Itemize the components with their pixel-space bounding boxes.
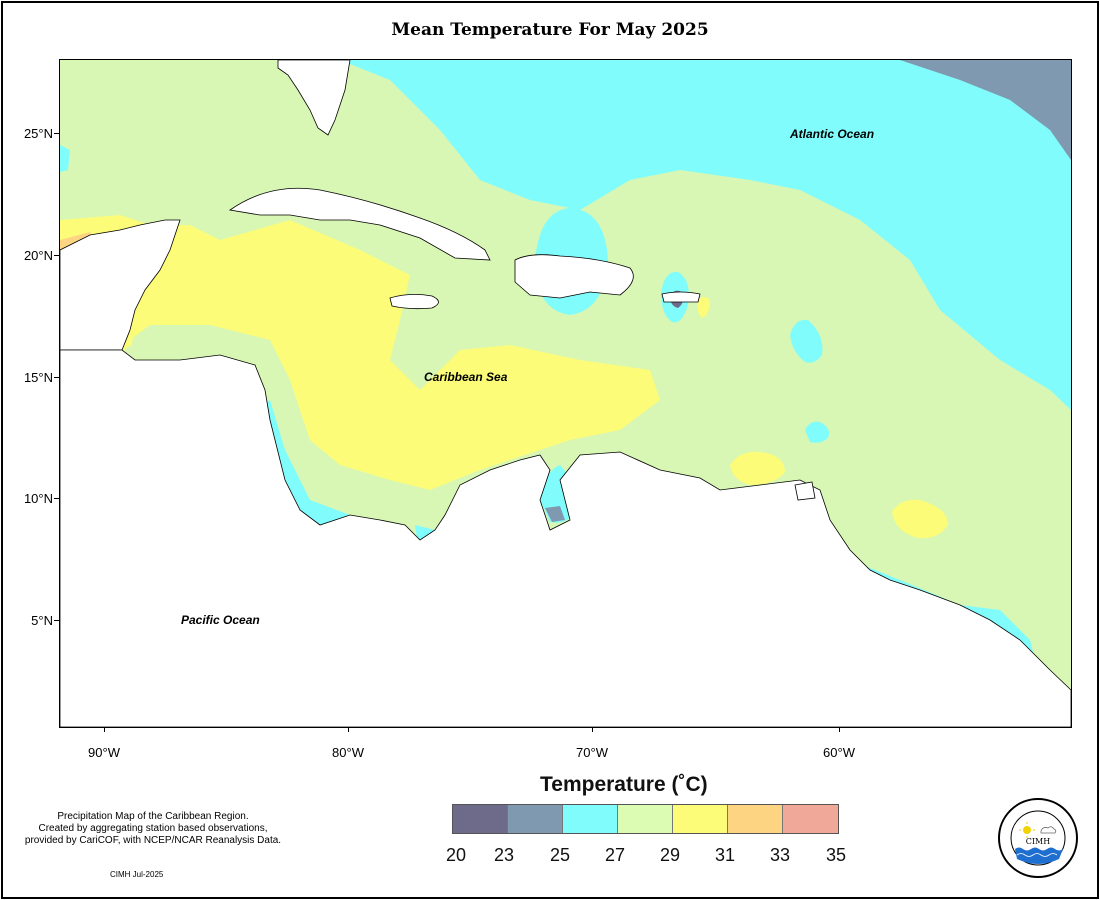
lat-label-20n: 20°N bbox=[23, 248, 53, 263]
legend-value-20: 20 bbox=[445, 845, 467, 865]
pacific-ocean-label: Pacific Ocean bbox=[181, 613, 260, 627]
lon-tick bbox=[348, 727, 349, 732]
lon-label-90w: 90°W bbox=[88, 745, 120, 760]
atlantic-ocean-label: Atlantic Ocean bbox=[790, 127, 875, 141]
grey-zone-northeast bbox=[900, 60, 1071, 160]
cyan-zone-barbados bbox=[805, 421, 829, 443]
land-masses bbox=[60, 60, 1071, 727]
land-florida bbox=[277, 60, 351, 136]
land-trinidad bbox=[794, 481, 816, 501]
legend-swatch-33-35 bbox=[783, 805, 838, 833]
legend-swatch-27-29 bbox=[618, 805, 673, 833]
legend-title: Temperature (˚C) bbox=[540, 773, 708, 796]
map-area bbox=[59, 59, 1072, 728]
lat-label-5n: 5°N bbox=[31, 613, 53, 628]
logo-center-text: CIMH bbox=[1026, 837, 1050, 846]
cimh-logo-graphic: CIMH bbox=[998, 798, 1078, 878]
lat-label-25n: 25°N bbox=[23, 126, 53, 141]
land-jamaica bbox=[389, 294, 439, 310]
lat-tick bbox=[54, 255, 59, 256]
yellow-zone-pr-small bbox=[697, 297, 710, 318]
lat-tick bbox=[54, 133, 59, 134]
lon-label-60w: 60°W bbox=[823, 745, 855, 760]
legend-value-27: 27 bbox=[604, 845, 626, 865]
cyan-zone-florida-west bbox=[60, 145, 70, 172]
caribbean-sea-label: Caribbean Sea bbox=[424, 370, 508, 384]
legend-swatch-20-23 bbox=[453, 805, 508, 833]
land-central-america bbox=[60, 349, 1071, 727]
land-yucatan bbox=[60, 219, 181, 351]
lon-label-70w: 70°W bbox=[576, 745, 608, 760]
lat-label-15n: 15°N bbox=[23, 370, 53, 385]
legend-swatch-31-33 bbox=[728, 805, 783, 833]
lon-tick bbox=[592, 727, 593, 732]
land-cuba bbox=[228, 187, 491, 261]
legend-value-25: 25 bbox=[549, 845, 571, 865]
land-hispaniola bbox=[514, 254, 634, 299]
temperature-map bbox=[60, 60, 1071, 727]
legend-value-29: 29 bbox=[659, 845, 681, 865]
legend-value-35: 35 bbox=[825, 845, 847, 865]
lon-tick bbox=[104, 727, 105, 732]
map-description-note: Precipitation Map of the Caribbean Regio… bbox=[24, 811, 282, 846]
legend-color-bar bbox=[452, 804, 839, 834]
land-puertorico bbox=[661, 291, 701, 303]
map-title: Mean Temperature For May 2025 bbox=[391, 20, 709, 40]
legend-value-31: 31 bbox=[714, 845, 736, 865]
cimh-logo: CIMH bbox=[997, 797, 1079, 879]
cyan-zone-atlantic bbox=[340, 60, 1071, 410]
legend-value-23: 23 bbox=[493, 845, 515, 865]
legend-swatch-29-31 bbox=[673, 805, 728, 833]
lon-label-80w: 80°W bbox=[332, 745, 364, 760]
yellow-zone-offshore bbox=[892, 499, 948, 539]
cyan-zone-guadeloupe bbox=[790, 319, 823, 363]
lon-tick bbox=[839, 727, 840, 732]
grey-zone-maracaibo bbox=[545, 506, 565, 522]
legend-swatch-23-25 bbox=[508, 805, 563, 833]
legend-value-33: 33 bbox=[769, 845, 791, 865]
lat-tick bbox=[54, 377, 59, 378]
lat-label-10n: 10°N bbox=[23, 491, 53, 506]
yellow-zone-trinidad bbox=[730, 451, 785, 485]
lat-tick bbox=[54, 498, 59, 499]
map-credit: CIMH Jul-2025 bbox=[110, 870, 164, 879]
yellow-zone-caribbean bbox=[120, 220, 660, 490]
legend-swatch-25-27 bbox=[563, 805, 618, 833]
lat-tick bbox=[54, 620, 59, 621]
